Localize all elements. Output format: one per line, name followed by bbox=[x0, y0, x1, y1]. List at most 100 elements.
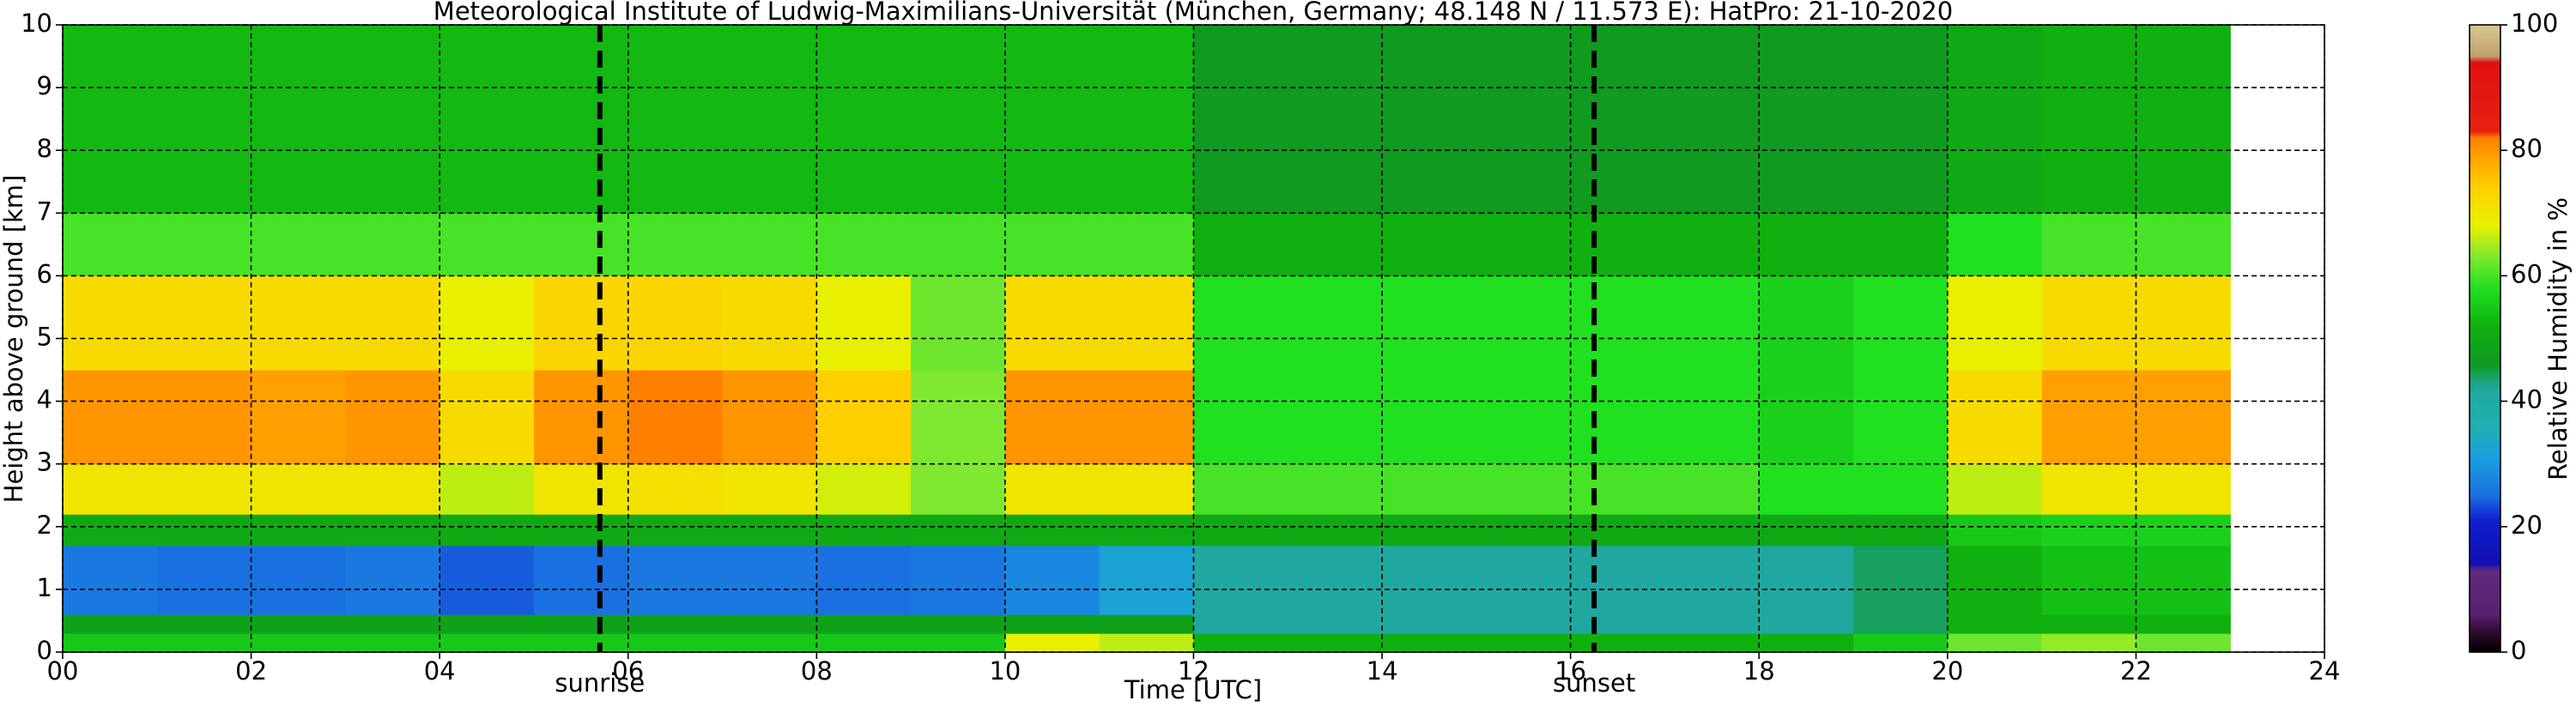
heatmap-cell bbox=[1570, 213, 1666, 276]
y-tick-label: 5 bbox=[37, 323, 52, 352]
heatmap-cell bbox=[439, 514, 535, 547]
heatmap-cell bbox=[345, 370, 440, 465]
heatmap-cell bbox=[2136, 463, 2231, 515]
heatmap-cell bbox=[1570, 614, 1666, 634]
heatmap-cell bbox=[2041, 275, 2137, 371]
heatmap-cell bbox=[1099, 514, 1195, 547]
heatmap-cell bbox=[816, 275, 912, 371]
heatmap-cell bbox=[1664, 275, 1760, 371]
heatmap-cell bbox=[1853, 463, 1949, 515]
x-tick-label: 24 bbox=[2309, 656, 2341, 686]
heatmap-cell bbox=[63, 213, 158, 276]
heatmap-cell bbox=[1947, 275, 2043, 371]
x-tick-label: 06 bbox=[612, 656, 644, 686]
heatmap-cell bbox=[816, 213, 912, 276]
heatmap-cell bbox=[1759, 545, 1854, 615]
heatmap-cell bbox=[63, 614, 158, 634]
heatmap-cell bbox=[1759, 370, 1854, 465]
heatmap-cell bbox=[1664, 545, 1760, 615]
heatmap-cell bbox=[1004, 614, 1100, 634]
heatmap-cell bbox=[1004, 275, 1100, 371]
heatmap-cell bbox=[1193, 545, 1288, 615]
colorbar-tick-label: 80 bbox=[2511, 134, 2543, 163]
heatmap-cell bbox=[1288, 545, 1383, 615]
heatmap-cell bbox=[1288, 25, 1383, 214]
heatmap-cell bbox=[816, 463, 912, 515]
heatmap-cell bbox=[1382, 213, 1477, 276]
heatmap-cell bbox=[439, 213, 535, 276]
heatmap-cell bbox=[911, 514, 1006, 547]
heatmap-cell bbox=[1004, 545, 1100, 615]
heatmap-cell bbox=[1853, 545, 1949, 615]
heatmap-cell bbox=[722, 213, 817, 276]
heatmap-cell bbox=[722, 275, 817, 371]
heatmap-cell bbox=[2041, 545, 2137, 615]
heatmap-cell bbox=[1004, 213, 1100, 276]
heatmap-cell bbox=[63, 633, 158, 653]
heatmap-cell bbox=[1382, 614, 1477, 634]
heatmap-cell bbox=[439, 25, 535, 214]
heatmap-cell bbox=[156, 213, 252, 276]
heatmap-cell bbox=[816, 25, 912, 214]
y-tick-label: 1 bbox=[37, 573, 52, 602]
colorbar-tick-label: 100 bbox=[2511, 9, 2558, 38]
heatmap-cell bbox=[251, 213, 346, 276]
heatmap-cell bbox=[722, 633, 817, 653]
heatmap-cell bbox=[627, 463, 724, 515]
x-tick-label: 12 bbox=[1178, 656, 1209, 686]
heatmap-cell bbox=[722, 545, 817, 615]
heatmap-cell bbox=[627, 370, 724, 465]
heatmap-cell bbox=[1099, 463, 1195, 515]
heatmap-cell bbox=[1570, 463, 1666, 515]
heatmap-cell bbox=[1947, 370, 2043, 465]
heatmap-cell bbox=[533, 633, 629, 653]
heatmap-cell bbox=[345, 463, 440, 515]
heatmap-cell bbox=[251, 463, 346, 515]
chart-title: Meteorological Institute of Ludwig-Maxim… bbox=[433, 0, 1953, 26]
heatmap-cell bbox=[1382, 633, 1477, 653]
heatmap-cell bbox=[1288, 514, 1383, 547]
heatmap-cell bbox=[156, 514, 252, 547]
heatmap-cell bbox=[1288, 213, 1383, 276]
heatmap-cell bbox=[63, 463, 158, 515]
heatmap-cell bbox=[1004, 370, 1100, 465]
heatmap-cell bbox=[251, 545, 346, 615]
heatmap-cell bbox=[1570, 25, 1666, 214]
heatmap-cell bbox=[722, 463, 817, 515]
heatmap-cell bbox=[627, 213, 724, 276]
heatmap-cell bbox=[1476, 514, 1572, 547]
heatmap-cell bbox=[63, 370, 158, 465]
heatmap-cell bbox=[627, 614, 724, 634]
heatmap-cell bbox=[816, 514, 912, 547]
heatmap-cell bbox=[1476, 25, 1572, 214]
heatmap-cell bbox=[1099, 545, 1195, 615]
x-tick-label: 20 bbox=[1931, 656, 1963, 686]
heatmap-cell bbox=[533, 213, 629, 276]
heatmap-cell bbox=[251, 633, 346, 653]
heatmap-cell bbox=[1664, 213, 1760, 276]
heatmap-cell bbox=[1288, 370, 1383, 465]
x-tick-label: 10 bbox=[989, 656, 1021, 686]
heatmap-cell bbox=[439, 614, 535, 634]
heatmap-cell bbox=[1947, 545, 2043, 615]
heatmap-cell bbox=[911, 545, 1006, 615]
heatmap-cell bbox=[345, 213, 440, 276]
heatmap-cell bbox=[1759, 25, 1854, 214]
colorbar-tick-label: 20 bbox=[2511, 511, 2543, 540]
heatmap-cell bbox=[1382, 25, 1477, 214]
heatmap-cell bbox=[1382, 463, 1477, 515]
heatmap-cell bbox=[345, 633, 440, 653]
heatmap-cell bbox=[2041, 514, 2137, 547]
heatmap-cell bbox=[1570, 514, 1666, 547]
heatmap-cell bbox=[251, 614, 346, 634]
heatmap-cell bbox=[1947, 25, 2043, 214]
heatmap-cell bbox=[1004, 25, 1100, 214]
heatmap-cell bbox=[1759, 614, 1854, 634]
heatmap-cell bbox=[1193, 514, 1288, 547]
heatmap-cell bbox=[722, 370, 817, 465]
heatmap-cell bbox=[439, 633, 535, 653]
x-tick-label: 14 bbox=[1367, 656, 1398, 686]
heatmap-cell bbox=[156, 370, 252, 465]
heatmap-cell bbox=[1288, 463, 1383, 515]
